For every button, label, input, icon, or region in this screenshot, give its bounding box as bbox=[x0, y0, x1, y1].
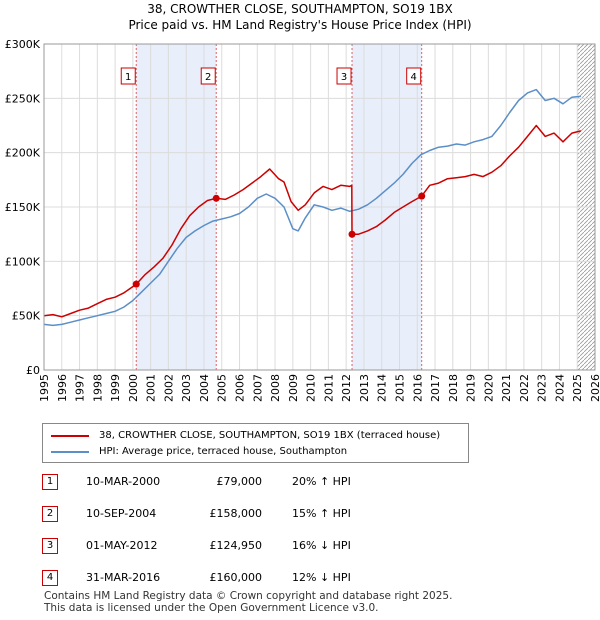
footer-copyright: Contains HM Land Registry data © Crown c… bbox=[44, 590, 453, 602]
y-tick-label: £300K bbox=[5, 38, 41, 51]
sale-label-box bbox=[336, 67, 352, 85]
table-row: 4 31-MAR-2016 £160,000 12% ↓ HPI bbox=[42, 568, 600, 588]
legend-swatch-hpi bbox=[51, 450, 89, 453]
x-tick-label: 2004 bbox=[198, 374, 211, 402]
legend-item-hpi: HPI: Average price, terraced house, Sout… bbox=[51, 446, 347, 457]
transaction-number: 2 bbox=[42, 506, 58, 522]
x-tick-label: 2019 bbox=[465, 374, 478, 402]
x-tick-label: 2024 bbox=[553, 374, 566, 402]
transaction-date: 31-MAR-2016 bbox=[86, 571, 161, 584]
chart-subtitle: Price paid vs. HM Land Registry's House … bbox=[128, 18, 472, 32]
x-tick-label: 2002 bbox=[162, 374, 175, 402]
sale-point bbox=[132, 280, 140, 288]
x-tick-label: 2022 bbox=[518, 374, 531, 402]
x-tick-label: 1997 bbox=[74, 374, 87, 402]
transaction-number: 4 bbox=[42, 570, 58, 586]
x-tick-label: 2017 bbox=[429, 374, 442, 402]
plot-frame bbox=[43, 43, 596, 371]
x-tick-label: 2023 bbox=[536, 374, 549, 402]
sale-label: 3 bbox=[341, 72, 347, 83]
transaction-price: £79,000 bbox=[216, 475, 263, 488]
x-tick-label: 2008 bbox=[269, 374, 282, 402]
transaction-hpi: 16% ↓ HPI bbox=[292, 539, 351, 552]
x-tick-label: 2016 bbox=[411, 374, 424, 402]
x-tick-label: 2012 bbox=[340, 374, 353, 402]
table-row: 1 10-MAR-2000 £79,000 20% ↑ HPI bbox=[42, 472, 600, 492]
table-row: 2 10-SEP-2004 £158,000 15% ↑ HPI bbox=[42, 504, 600, 524]
x-tick-label: 1998 bbox=[91, 374, 104, 402]
chart-legend: 38, CROWTHER CLOSE, SOUTHAMPTON, SO19 1B… bbox=[42, 423, 469, 463]
footer: Contains HM Land Registry data © Crown c… bbox=[44, 590, 452, 614]
transaction-hpi: 12% ↓ HPI bbox=[292, 571, 351, 584]
x-tick-label: 2015 bbox=[393, 374, 406, 402]
property-price-line bbox=[43, 124, 581, 318]
sale-point bbox=[212, 194, 220, 202]
sale-point bbox=[418, 192, 426, 200]
x-tick-label: 2011 bbox=[322, 374, 335, 402]
transaction-price: £160,000 bbox=[209, 571, 263, 584]
transaction-number: 1 bbox=[42, 474, 58, 490]
legend-swatch-property bbox=[51, 434, 89, 437]
x-tick-label: 2005 bbox=[216, 374, 229, 402]
sale-label-box bbox=[120, 67, 136, 85]
legend-label-property: 38, CROWTHER CLOSE, SOUTHAMPTON, SO19 1B… bbox=[99, 430, 441, 441]
y-tick-label: £200K bbox=[5, 147, 41, 160]
sale-label: 1 bbox=[125, 72, 131, 83]
hpi-line bbox=[43, 88, 581, 327]
transaction-date: 10-MAR-2000 bbox=[86, 475, 161, 488]
table-row: 3 01-MAY-2012 £124,950 16% ↓ HPI bbox=[42, 536, 600, 556]
transaction-price: £124,950 bbox=[209, 539, 263, 552]
y-tick-label: £50K bbox=[12, 310, 41, 323]
x-tick-label: 2013 bbox=[358, 374, 371, 402]
transaction-date: 01-MAY-2012 bbox=[86, 539, 158, 552]
legend-label-hpi: HPI: Average price, terraced house, Sout… bbox=[99, 446, 348, 457]
sale-label: 2 bbox=[205, 72, 211, 83]
x-tick-label: 2000 bbox=[127, 374, 140, 402]
x-tick-label: 2003 bbox=[180, 374, 193, 402]
transaction-hpi: 15% ↑ HPI bbox=[292, 507, 351, 520]
legend-item-property: 38, CROWTHER CLOSE, SOUTHAMPTON, SO19 1B… bbox=[51, 430, 440, 441]
x-tick-label: 2018 bbox=[447, 374, 460, 402]
x-tick-label: 2026 bbox=[589, 374, 600, 402]
x-tick-label: 2014 bbox=[376, 374, 389, 402]
transaction-date: 10-SEP-2004 bbox=[86, 507, 157, 520]
x-tick-label: 2007 bbox=[251, 374, 264, 402]
transaction-number: 3 bbox=[42, 538, 58, 554]
x-tick-label: 2025 bbox=[571, 374, 584, 402]
transaction-price: £158,000 bbox=[209, 507, 263, 520]
x-tick-label: 1996 bbox=[56, 374, 69, 402]
sale-point bbox=[348, 230, 356, 238]
sale-label: 4 bbox=[411, 72, 417, 83]
chart-title: 38, CROWTHER CLOSE, SOUTHAMPTON, SO19 1B… bbox=[147, 2, 453, 16]
transaction-hpi: 20% ↑ HPI bbox=[292, 475, 351, 488]
x-tick-label: 2021 bbox=[500, 374, 513, 402]
y-tick-label: £150K bbox=[5, 201, 41, 214]
price-chart: 1 2 3 4 £0 £50K £100K £150K £200K £250K £300K 1995 1… bbox=[5, 38, 600, 402]
y-tick-label: £250K bbox=[5, 92, 41, 105]
sale-label-box bbox=[200, 67, 216, 85]
footer-licence: This data is licensed under the Open Gov… bbox=[44, 602, 379, 614]
y-tick-label: £0 bbox=[26, 364, 40, 377]
x-tick-label: 2001 bbox=[145, 374, 158, 402]
x-tick-label: 2020 bbox=[482, 374, 495, 402]
x-tick-label: 2010 bbox=[305, 374, 318, 402]
y-tick-label: £100K bbox=[5, 255, 41, 268]
x-tick-label: 2006 bbox=[234, 374, 247, 402]
x-tick-label: 1995 bbox=[38, 374, 51, 402]
x-tick-label: 1999 bbox=[109, 374, 122, 402]
sale-label-box bbox=[406, 67, 422, 85]
x-tick-label: 2009 bbox=[287, 374, 300, 402]
